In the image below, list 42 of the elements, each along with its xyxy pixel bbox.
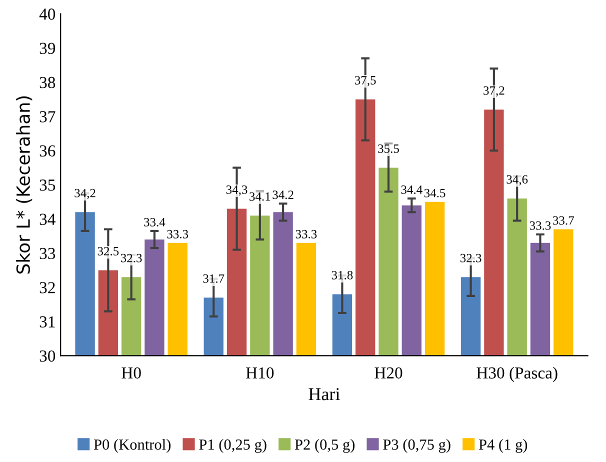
y-tick-label: 33 (40, 248, 56, 260)
y-tick-label: 37 (40, 111, 56, 122)
data-label: 33.7 (553, 216, 574, 225)
y-axis-title: Skor L* (Kecerahan) (16, 96, 32, 274)
data-label: 37,5 (355, 76, 376, 86)
data-label: 31.7 (203, 274, 224, 283)
data-label: 34.4 (401, 185, 422, 194)
x-tick-label: H30 (Pasca) (476, 366, 558, 382)
data-label: 32.5 (98, 247, 119, 256)
x-tick-label: H10 (246, 367, 274, 379)
data-label: 32.3 (120, 254, 142, 262)
y-tick-label: 32 (40, 282, 55, 294)
data-label: 32.3 (460, 254, 482, 262)
data-label: 34.2 (272, 190, 294, 200)
y-tick-label: 30 (40, 350, 56, 362)
y-tick-label: 40 (39, 8, 56, 20)
legend-label: P4 (1 g) (478, 438, 528, 453)
data-label: 33.3 (167, 230, 188, 238)
y-tick-label: 36 (40, 145, 56, 157)
data-label: 33.4 (144, 218, 166, 226)
data-label: 34,3 (226, 185, 248, 196)
x-tick-label: H20 (374, 367, 402, 379)
data-label: 34.1 (250, 192, 270, 201)
data-label: 31.8 (332, 270, 353, 280)
y-tick-label: 39 (40, 42, 56, 54)
y-tick-label: 31 (40, 316, 55, 328)
data-label: 34,2 (74, 188, 96, 200)
legend-label: P3 (0,75 g) (383, 438, 450, 453)
data-label: 34,6 (506, 175, 528, 186)
legend-label: P2 (0,5 g) (294, 438, 355, 453)
data-label: 37,2 (484, 86, 504, 97)
y-tick-label: 35 (40, 180, 56, 191)
legend-label: P0 (Kontrol) (94, 438, 171, 453)
legend-label: P1 (0,25 g) (199, 438, 266, 453)
data-label: 33.3 (296, 230, 317, 238)
y-tick-label: 34 (40, 214, 56, 225)
data-label: 34.5 (424, 188, 446, 198)
y-tick-label: 38 (40, 76, 56, 88)
data-label: 35.5 (378, 144, 399, 153)
data-label: 33.3 (530, 221, 551, 230)
x-tick-label: H0 (122, 367, 141, 379)
x-axis-title: Hari (308, 388, 340, 400)
